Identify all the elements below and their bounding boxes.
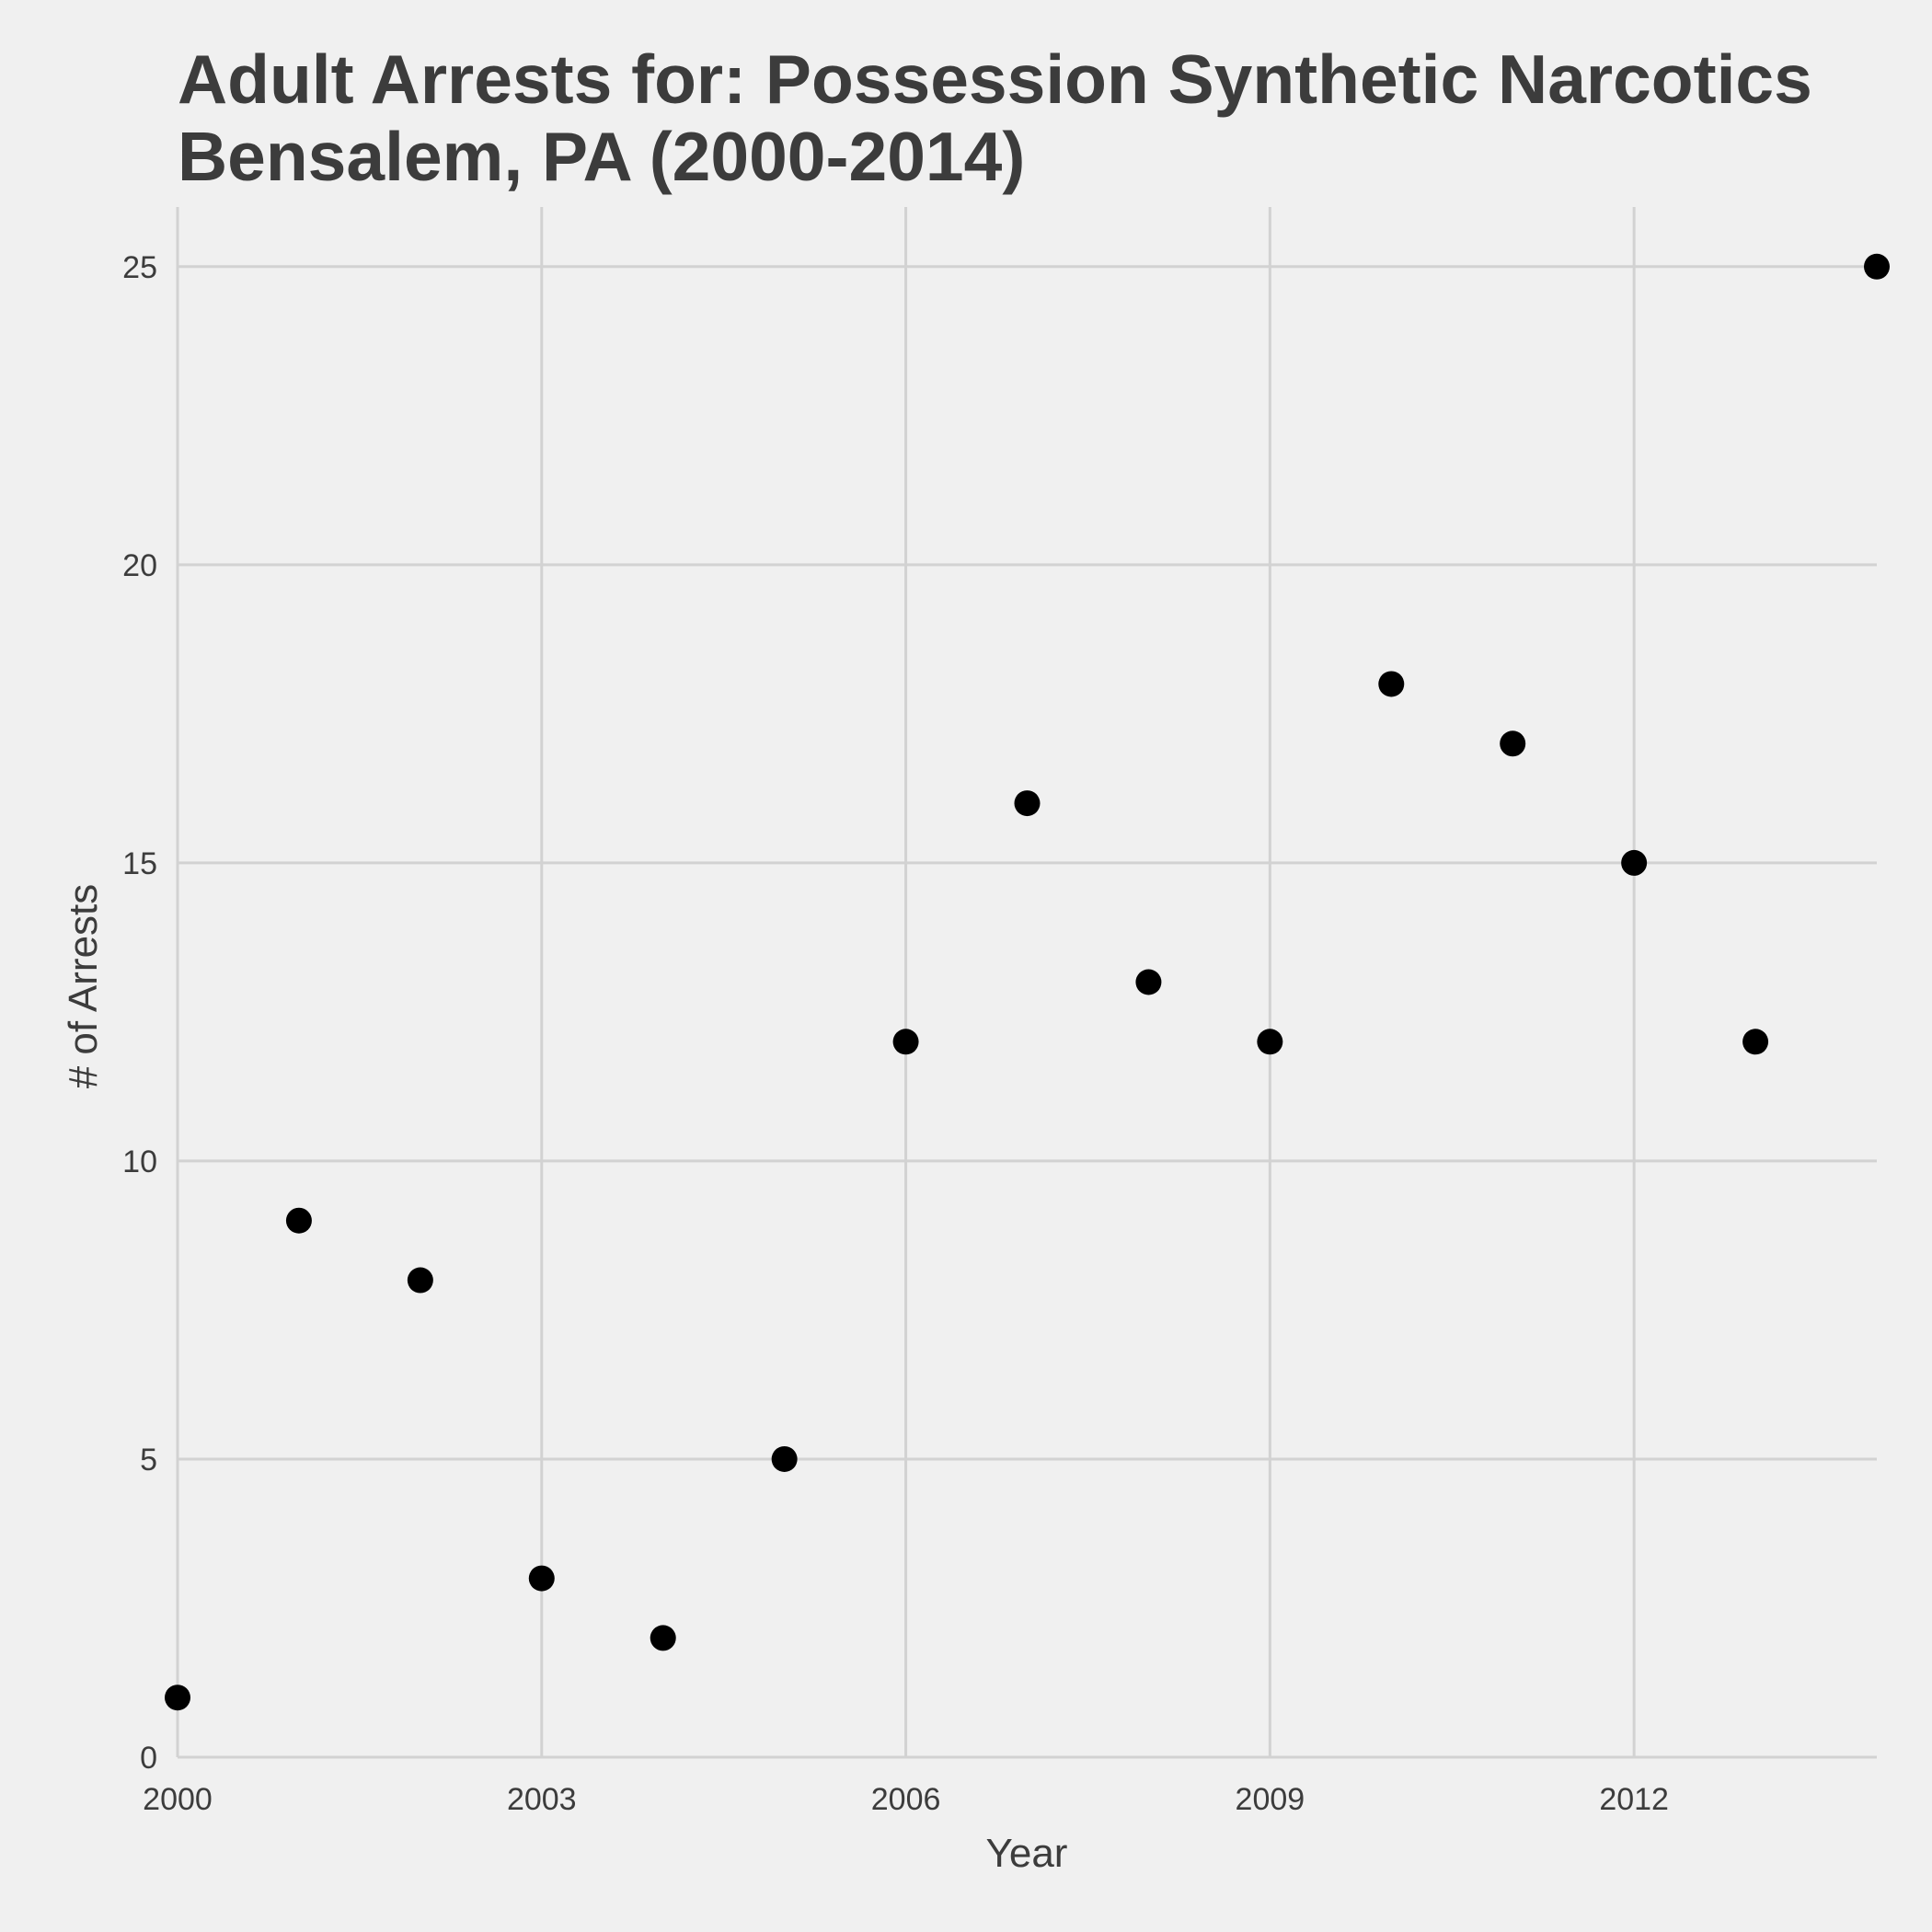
data-point — [1742, 1029, 1769, 1055]
chart-title: Adult Arrests for: Possession Synthetic … — [178, 40, 1812, 118]
x-tick-label: 2003 — [507, 1782, 577, 1817]
data-point — [771, 1445, 798, 1472]
y-tick-label: 5 — [140, 1443, 157, 1478]
data-point — [1135, 969, 1162, 995]
data-point — [285, 1207, 312, 1234]
y-tick-label: 0 — [140, 1741, 157, 1776]
data-point — [528, 1565, 555, 1592]
x-tick-label: 2000 — [143, 1782, 213, 1817]
y-tick-label: 15 — [122, 846, 157, 881]
data-point — [650, 1625, 676, 1651]
y-tick-label: 25 — [122, 250, 157, 285]
data-point — [892, 1029, 919, 1055]
x-tick-label: 2012 — [1599, 1782, 1669, 1817]
data-point — [1500, 730, 1526, 757]
y-tick-label: 10 — [122, 1144, 157, 1179]
chart-subtitle: Bensalem, PA (2000-2014) — [178, 118, 1025, 195]
tick-label-layer: 0 5 10 15 20 25 2000 2003 2006 2009 2012 — [122, 250, 1669, 1817]
data-point — [407, 1267, 433, 1294]
data-point — [165, 1685, 190, 1711]
grid-layer — [176, 207, 1877, 1759]
data-point-layer — [165, 253, 1890, 1711]
data-point — [1621, 849, 1648, 876]
data-point — [1864, 253, 1890, 280]
y-axis-title: # of Arrests — [61, 884, 106, 1089]
x-axis-title: Year — [986, 1831, 1068, 1876]
y-tick-label: 20 — [122, 548, 157, 583]
data-point — [1014, 790, 1041, 817]
data-point — [1257, 1029, 1283, 1055]
data-point — [1378, 671, 1405, 697]
x-tick-label: 2009 — [1236, 1782, 1305, 1817]
x-tick-label: 2006 — [871, 1782, 941, 1817]
